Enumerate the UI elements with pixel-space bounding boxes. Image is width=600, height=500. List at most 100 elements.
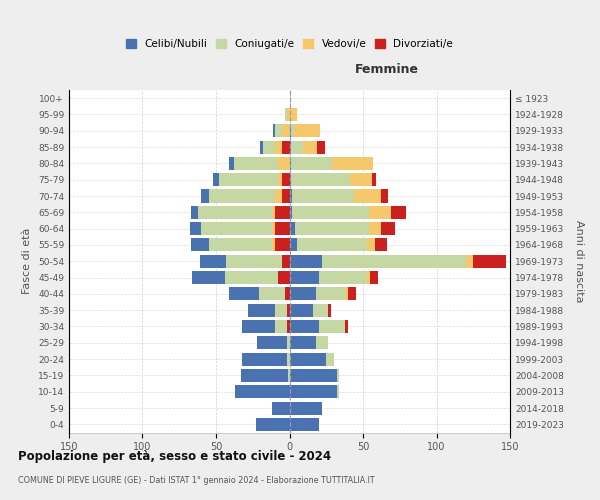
Bar [287, 108, 290, 121]
Bar [274, 124, 275, 138]
Bar [319, 271, 367, 284]
Bar [259, 288, 285, 300]
Bar [199, 206, 272, 219]
Text: Popolazione per età, sesso e stato civile - 2024: Popolazione per età, sesso e stato civil… [18, 450, 331, 463]
Bar [260, 140, 263, 153]
Bar [290, 173, 291, 186]
Bar [229, 288, 259, 300]
Bar [275, 222, 290, 235]
Bar [291, 140, 303, 153]
Bar [316, 288, 346, 300]
Bar [225, 271, 278, 284]
Bar [242, 352, 287, 366]
Bar [372, 173, 376, 186]
Bar [332, 157, 373, 170]
Bar [291, 124, 294, 138]
Bar [278, 271, 290, 284]
Bar [290, 206, 292, 219]
Bar [295, 222, 369, 235]
Bar [367, 238, 375, 252]
Bar [287, 304, 290, 316]
Bar [290, 352, 326, 366]
Bar [213, 173, 219, 186]
Bar [328, 304, 331, 316]
Bar [193, 271, 225, 284]
Bar [202, 190, 209, 202]
Bar [257, 336, 287, 349]
Bar [290, 369, 337, 382]
Bar [226, 254, 282, 268]
Bar [290, 157, 291, 170]
Bar [229, 157, 233, 170]
Bar [290, 418, 319, 431]
Bar [290, 254, 322, 268]
Y-axis label: Fasce di età: Fasce di età [22, 228, 32, 294]
Bar [288, 369, 290, 382]
Bar [313, 304, 328, 316]
Bar [275, 238, 290, 252]
Bar [263, 140, 275, 153]
Text: Femmine: Femmine [355, 64, 419, 76]
Legend: Celibi/Nubili, Coniugati/e, Vedovi/e, Divorziati/e: Celibi/Nubili, Coniugati/e, Vedovi/e, Di… [124, 37, 455, 52]
Bar [202, 222, 272, 235]
Bar [282, 254, 290, 268]
Bar [278, 173, 282, 186]
Bar [290, 92, 291, 104]
Bar [275, 124, 282, 138]
Bar [191, 206, 199, 219]
Bar [191, 238, 209, 252]
Bar [282, 140, 290, 153]
Bar [346, 288, 348, 300]
Bar [290, 304, 313, 316]
Bar [290, 402, 322, 414]
Bar [275, 190, 282, 202]
Bar [294, 124, 320, 138]
Bar [275, 304, 287, 316]
Bar [303, 140, 317, 153]
Bar [473, 254, 506, 268]
Bar [272, 402, 290, 414]
Bar [291, 157, 332, 170]
Bar [337, 369, 340, 382]
Bar [391, 206, 406, 219]
Bar [290, 190, 292, 202]
Bar [326, 352, 334, 366]
Bar [290, 336, 316, 349]
Bar [348, 288, 356, 300]
Bar [290, 320, 319, 333]
Text: COMUNE DI PIEVE LIGURE (GE) - Dati ISTAT 1° gennaio 2024 - Elaborazione TUTTITAL: COMUNE DI PIEVE LIGURE (GE) - Dati ISTAT… [18, 476, 374, 485]
Bar [219, 173, 278, 186]
Bar [272, 238, 275, 252]
Bar [297, 238, 367, 252]
Bar [282, 190, 290, 202]
Bar [209, 238, 272, 252]
Bar [367, 271, 370, 284]
Bar [369, 222, 380, 235]
Bar [290, 385, 337, 398]
Bar [287, 336, 290, 349]
Bar [317, 140, 325, 153]
Bar [370, 271, 378, 284]
Bar [319, 320, 346, 333]
Bar [290, 140, 291, 153]
Bar [291, 173, 350, 186]
Bar [241, 369, 288, 382]
Bar [275, 320, 287, 333]
Y-axis label: Anni di nascita: Anni di nascita [574, 220, 584, 302]
Bar [235, 385, 290, 398]
Bar [285, 288, 290, 300]
Bar [290, 222, 295, 235]
Bar [350, 173, 372, 186]
Bar [272, 206, 275, 219]
Bar [354, 190, 380, 202]
Bar [248, 304, 275, 316]
Bar [200, 254, 226, 268]
Bar [282, 173, 290, 186]
Bar [369, 206, 391, 219]
Bar [282, 124, 290, 138]
Bar [322, 254, 466, 268]
Bar [337, 385, 340, 398]
Bar [346, 320, 348, 333]
Bar [209, 190, 275, 202]
Bar [190, 222, 202, 235]
